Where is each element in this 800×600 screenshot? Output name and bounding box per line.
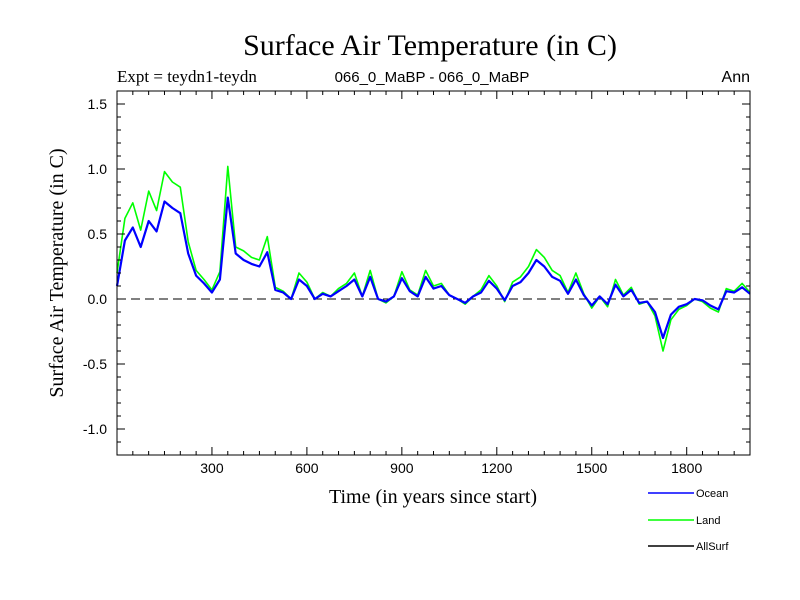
legend-label-allsurf: AllSurf	[696, 541, 729, 553]
chart-subtitle-center: 066_0_MaBP - 066_0_MaBP	[335, 69, 530, 86]
y-tick-label: 1.5	[88, 96, 108, 112]
y-tick-label: 0.0	[88, 291, 108, 307]
y-tick-label: -1.0	[83, 421, 107, 437]
legend-label-land: Land	[696, 515, 720, 527]
x-tick-label: 600	[295, 460, 319, 476]
x-tick-label: 300	[200, 460, 224, 476]
chart-title: Surface Air Temperature (in C)	[243, 29, 617, 62]
x-tick-label: 1500	[576, 460, 607, 476]
x-tick-label: 900	[390, 460, 414, 476]
x-axis-label: Time (in years since start)	[329, 486, 537, 508]
legend-label-ocean: Ocean	[696, 488, 728, 500]
y-axis-label: Surface Air Temperature (in C)	[46, 148, 68, 397]
plot-area	[115, 165, 751, 352]
series-line-ocean	[115, 196, 751, 340]
legend: Ocean Land AllSurf	[648, 488, 729, 553]
y-tick-label: 1.0	[88, 161, 108, 177]
y-axis: -1.0 -0.5 0.0 0.5 1.0 1.5	[83, 96, 750, 443]
y-tick-label: 0.5	[88, 226, 108, 242]
x-tick-label: 1800	[671, 460, 702, 476]
x-tick-label: 1200	[481, 460, 512, 476]
chart-subtitle-left: Expt = teydn1-teydn	[117, 67, 257, 86]
y-tick-label: -0.5	[83, 356, 107, 372]
chart-subtitle-right: Ann	[722, 69, 750, 86]
x-axis: 300 600 900 1200 1500 1800	[132, 91, 735, 476]
